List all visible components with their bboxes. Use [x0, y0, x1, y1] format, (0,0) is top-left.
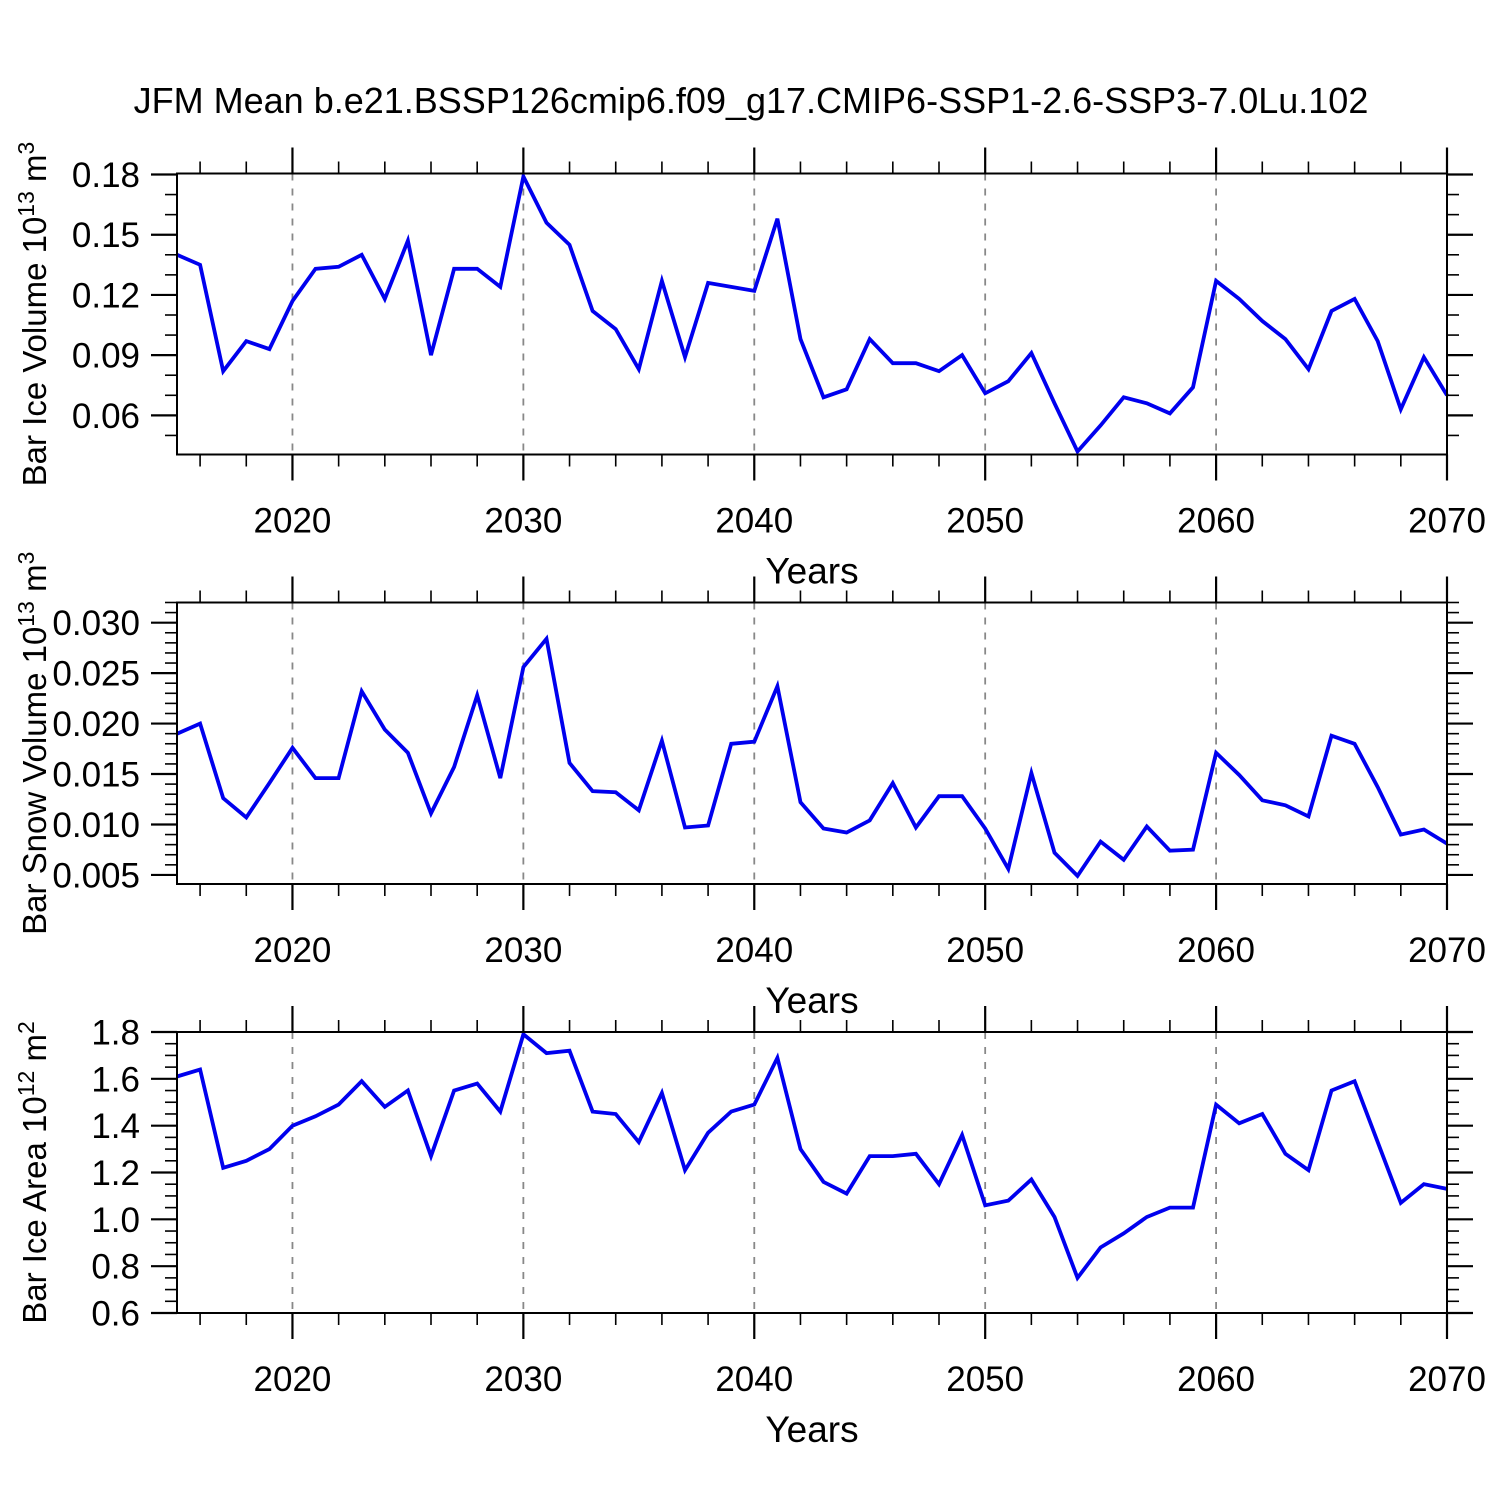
y-tick-label: 0.015 [52, 756, 140, 795]
x-tick-label: 2050 [946, 931, 1024, 970]
y-tick-label: 0.030 [52, 604, 140, 643]
x-tick-label: 2040 [715, 931, 793, 970]
x-axis-title: Years [765, 980, 858, 1021]
panel-bar-ice-area: 2020 2030 2040 2050 2060 2070 0.6 0.8 1.0 1.2 1.4 1… [13, 1006, 1486, 1450]
y-axis-title: Bar Ice Volume 1013 m3 [13, 142, 53, 487]
y-tick-label: 0.025 [52, 655, 140, 694]
x-tick-label: 2070 [1408, 1360, 1486, 1399]
y-tick-label: 0.09 [72, 337, 140, 376]
y-tick-label: 1.2 [91, 1154, 140, 1193]
y-tick-label: 0.12 [72, 276, 140, 315]
panel-bar-ice-volume: 2020 2030 2040 2050 2060 2070 0.06 0.09 0.12 0.15… [13, 142, 1486, 592]
x-tick-label: 2060 [1177, 502, 1255, 541]
y-tick-label: 1.8 [91, 1014, 140, 1053]
x-tick-label: 2070 [1408, 502, 1486, 541]
y-tick-label: 0.010 [52, 806, 140, 845]
panel-frame [176, 1031, 1448, 1314]
chart-title: JFM Mean b.e21.BSSP126cmip6.f09_g17.CMIP… [134, 80, 1369, 121]
y-tick-label: 0.15 [72, 216, 140, 255]
x-tick-label: 2060 [1177, 931, 1255, 970]
y-tick-label: 0.020 [52, 705, 140, 744]
y-tick-label: 1.6 [91, 1060, 140, 1099]
x-tick-label: 2050 [946, 502, 1024, 541]
y-axis-title: Bar Snow Volume 1013 m3 [13, 552, 53, 935]
y-tick-label: 1.0 [91, 1201, 140, 1240]
x-tick-label: 2040 [715, 502, 793, 541]
y-tick-label: 0.06 [72, 397, 140, 436]
bar-snow-volume-line [176, 634, 1448, 879]
x-tick-label: 2030 [484, 931, 562, 970]
x-tick-label: 2040 [715, 1360, 793, 1399]
panels-group: 2020 2030 2040 2050 2060 2070 0.06 0.09 0.12 0.15… [13, 142, 1486, 1450]
x-tick-label: 2020 [254, 502, 332, 541]
y-tick-label: 0.005 [52, 856, 140, 895]
x-tick-label: 2050 [946, 1360, 1024, 1399]
y-tick-label: 1.4 [91, 1107, 140, 1146]
x-tick-label: 2060 [1177, 1360, 1255, 1399]
x-axis-title: Years [765, 1409, 858, 1450]
panel-bar-snow-volume: 2020 2030 2040 2050 2060 2070 0.005 0.010 0.015 0… [13, 552, 1486, 1021]
y-axis-title: Bar Ice Area 1012 m2 [13, 1021, 53, 1324]
y-tick-label: 0.6 [91, 1295, 140, 1334]
bar-ice-volume-line [176, 170, 1449, 455]
panel-frame [176, 601, 1448, 885]
x-axis-title: Years [765, 551, 858, 592]
x-tick-label: 2030 [484, 1360, 562, 1399]
y-tick-label: 0.18 [72, 156, 140, 195]
y-tick-label: 0.8 [91, 1248, 140, 1287]
x-tick-label: 2070 [1408, 931, 1486, 970]
bar-ice-area-line [176, 1031, 1448, 1282]
panel-frame [176, 172, 1448, 456]
x-tick-label: 2030 [484, 502, 562, 541]
x-tick-label: 2020 [254, 931, 332, 970]
x-tick-label: 2020 [254, 1360, 332, 1399]
